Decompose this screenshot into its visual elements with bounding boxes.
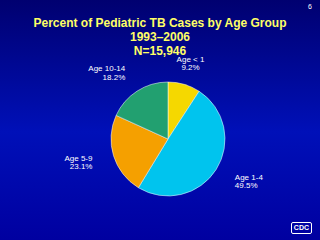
svg-text:Age < 19.2%: Age < 19.2% <box>177 55 205 73</box>
html-text:N=15,946: N=15,946 <box>133 44 187 58</box>
svg-text:Age 5-923.1%: Age 5-923.1% <box>64 154 93 172</box>
html-text:Percent of Pediatric TB Cases: Percent of Pediatric TB Cases by Age Gro… <box>33 16 287 30</box>
svg-text:Age 10-1418.2%: Age 10-1418.2% <box>88 64 125 82</box>
html-text:1993–2006: 1993–2006 <box>130 30 190 44</box>
html-text:6: 6 <box>308 3 312 10</box>
svg-text:Age 1-449.5%: Age 1-449.5% <box>235 173 264 191</box>
html-text:CDC: CDC <box>293 224 309 231</box>
